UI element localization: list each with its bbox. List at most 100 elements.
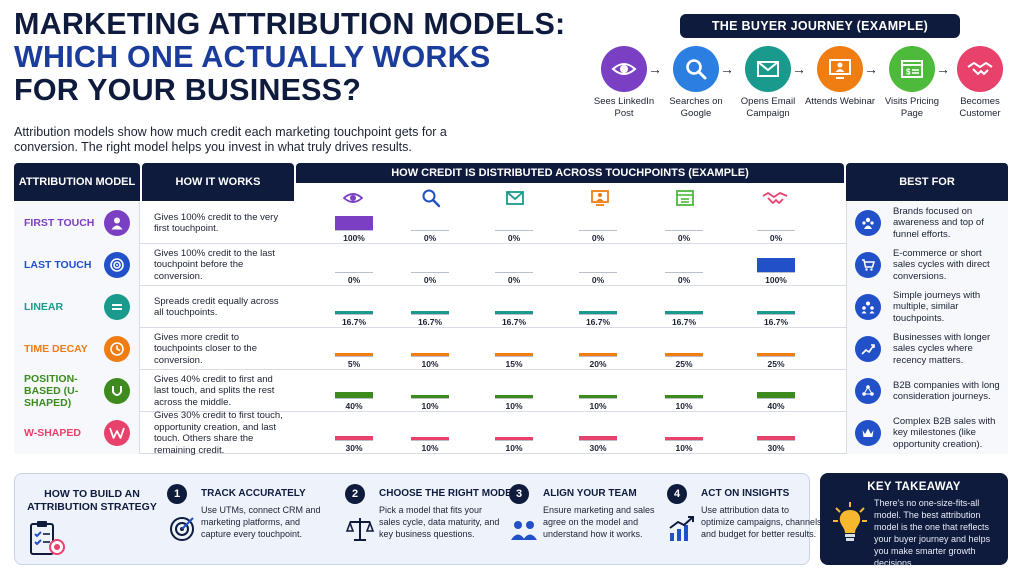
svg-text:$: $ <box>906 68 911 77</box>
best-for-cell: Brands focused on awareness and top of f… <box>846 202 1008 244</box>
bar-baseline <box>579 314 617 315</box>
page-title: MARKETING ATTRIBUTION MODELS: WHICH ONE … <box>14 8 614 107</box>
credit-bar <box>757 352 795 356</box>
bar-baseline <box>411 314 449 315</box>
credit-bar <box>757 435 795 440</box>
u-shape-icon <box>104 378 130 404</box>
step-title: TRACK ACCURATELY <box>201 488 306 499</box>
bar-baseline <box>495 440 533 441</box>
team-icon <box>511 521 537 540</box>
model-name: FIRST TOUCH <box>24 217 95 229</box>
build-strategy-title: HOW TO BUILD AN ATTRIBUTION STRATEGY <box>27 488 157 513</box>
bar-baseline <box>579 272 617 273</box>
how-it-works-text: Gives 40% credit to first and last touch… <box>154 373 275 408</box>
w-shape-icon <box>104 420 130 446</box>
credit-percent-label: 30% <box>767 443 785 453</box>
best-for-text: Complex B2B sales with key milestones (l… <box>893 415 996 450</box>
step-number: 4 <box>667 484 687 504</box>
arrow-right-icon: → <box>864 61 878 77</box>
credit-bar <box>495 353 533 356</box>
email-icon <box>506 191 524 205</box>
credit-percent-label: 16.7% <box>417 317 443 327</box>
lightbulb-icon <box>833 502 867 541</box>
equal-icon <box>104 294 130 320</box>
credit-percent-label: 16.7% <box>341 317 367 327</box>
credit-bar <box>335 216 373 230</box>
credit-bar <box>579 395 617 398</box>
bar-baseline <box>411 440 449 441</box>
bar-baseline <box>579 230 617 231</box>
takeaway-title: KEY TAKEAWAY <box>867 481 961 493</box>
arrow-right-icon: → <box>936 61 950 77</box>
credit-percent-label: 16.7% <box>501 317 527 327</box>
credit-percent-label: 16.7% <box>671 317 697 327</box>
user-icon <box>104 210 130 236</box>
best-for-cell: B2B companies with long consideration jo… <box>846 370 1008 412</box>
key-takeaway-panel: KEY TAKEAWAY There's no one-size-fits-al… <box>820 473 1008 568</box>
model-cell-time-decay: TIME DECAY <box>14 328 140 370</box>
growth-icon <box>855 336 881 362</box>
credit-percent-label: 0% <box>591 233 605 243</box>
journey-step-label: Becomes Customer <box>959 96 1001 119</box>
credit-percent-label: 10% <box>675 443 693 453</box>
table-row <box>14 328 1008 370</box>
journey-step-webinar: Attends Webinar <box>803 46 877 108</box>
bar-baseline <box>495 356 533 357</box>
credit-percent-label: 0% <box>347 275 361 285</box>
journey-step-linkedin: Sees LinkedIn Post <box>587 46 661 119</box>
checklist-icon <box>30 521 65 555</box>
best-for-cell: Complex B2B sales with key milestones (l… <box>846 412 1008 454</box>
bar-baseline <box>665 230 703 231</box>
credit-percent-label: 30% <box>589 443 607 453</box>
bar-baseline <box>495 230 533 231</box>
takeaway-text: There's no one-size-fits-all model. The … <box>874 498 991 568</box>
journey-step-customer: Becomes Customer <box>943 46 1017 119</box>
table-row <box>14 370 1008 412</box>
bar-baseline <box>411 272 449 273</box>
credit-bar <box>495 395 533 398</box>
bar-baseline <box>665 272 703 273</box>
credit-percent-label: 0% <box>769 233 783 243</box>
bar-baseline <box>335 314 373 315</box>
credit-percent-label: 100% <box>765 275 787 285</box>
credit-percent-label: 16.7% <box>763 317 789 327</box>
model-name: W-SHAPED <box>24 427 81 439</box>
build-strategy-panel: HOW TO BUILD AN ATTRIBUTION STRATEGY 1 T… <box>14 473 824 565</box>
credit-percent-label: 25% <box>767 359 785 369</box>
credit-bar <box>495 311 533 314</box>
journey-step-google: Searches on Google <box>659 46 733 119</box>
bar-baseline <box>335 356 373 357</box>
step-number: 2 <box>345 484 365 504</box>
credit-bar <box>335 311 373 314</box>
header-how: HOW IT WORKS <box>142 163 294 201</box>
eye-icon <box>601 46 647 92</box>
credit-percent-label: 0% <box>677 275 691 285</box>
credit-percent-label: 25% <box>675 359 693 369</box>
credit-percent-label: 10% <box>421 359 439 369</box>
step-text: Use UTMs, connect CRM and marketing plat… <box>201 505 321 539</box>
credit-bar <box>757 392 795 398</box>
best-for-text: E-commerce or short sales cycles with di… <box>893 247 990 282</box>
bar-baseline <box>757 398 795 399</box>
credit-bar <box>665 395 703 398</box>
credit-bar <box>411 437 449 440</box>
bar-baseline <box>335 230 373 231</box>
header-best: BEST FOR <box>846 163 1008 201</box>
credit-percent-label: 0% <box>423 275 437 285</box>
step-title: ACT ON INSIGHTS <box>701 488 790 499</box>
credit-bar <box>579 311 617 314</box>
best-for-text: Businesses with longer sales cycles wher… <box>893 331 991 366</box>
handshake-icon <box>762 192 788 204</box>
page-subtitle: Attribution models show how much credit … <box>14 125 447 154</box>
credit-percent-label: 40% <box>767 401 785 411</box>
best-for-text: Brands focused on awareness and top of f… <box>893 205 984 240</box>
step-title: CHOOSE THE RIGHT MODEL <box>379 488 518 499</box>
bar-baseline <box>665 314 703 315</box>
bar-baseline <box>665 398 703 399</box>
credit-bar <box>665 352 703 356</box>
bar-baseline <box>579 398 617 399</box>
bar-baseline <box>757 440 795 441</box>
bar-baseline <box>757 314 795 315</box>
webinar-icon <box>591 190 609 206</box>
journey-step-label: Attends Webinar <box>804 96 876 107</box>
